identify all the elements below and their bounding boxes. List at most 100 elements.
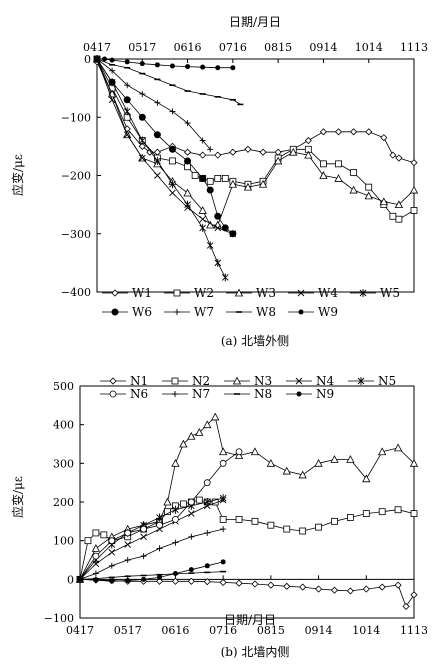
series-n3-point	[234, 451, 244, 459]
series-n1-point	[267, 581, 275, 589]
series-n2-point	[267, 521, 275, 529]
series-n9-point	[188, 567, 194, 573]
legend-a-marker	[174, 309, 180, 315]
series-n1-point	[251, 580, 259, 588]
series-w7-point	[184, 120, 191, 127]
plot-a-ytick-label: −300	[61, 228, 91, 241]
series-n1-point	[235, 579, 243, 587]
series-w6-point	[184, 157, 192, 165]
series-w2-point	[395, 215, 403, 223]
plot-b-legend: N1 N2 N3 N4 N5 N6 N7 N8 N9	[100, 374, 396, 401]
series-n3-point	[187, 431, 196, 440]
series-w7-point	[207, 146, 214, 153]
series-n7-line	[79, 528, 224, 580]
series-w2-point	[365, 183, 373, 191]
series-n1-point	[410, 591, 418, 599]
series-w1-point	[274, 148, 282, 156]
legend-a-label: W1	[132, 286, 152, 300]
plot-a-xtick-label: 1113	[400, 41, 428, 54]
plot-a-ytick-label: 0	[84, 53, 91, 66]
series-w4-point	[123, 131, 131, 139]
series-w4-point	[154, 172, 161, 179]
series-n6-point	[140, 525, 148, 533]
plot-a-xtick-label: 0517	[128, 41, 156, 54]
plot-b-xtick-label: 0417	[66, 624, 94, 637]
legend-a-marker	[111, 289, 119, 297]
series-n4-line	[79, 499, 224, 580]
series-n2-point	[195, 496, 203, 504]
series-w9-point	[169, 63, 175, 69]
series-w6-point	[108, 78, 116, 86]
plot-a-ytick-label: −200	[61, 170, 91, 183]
series-n3-point	[298, 470, 307, 479]
series-n3-line	[79, 416, 415, 580]
series-n2-point	[100, 531, 108, 539]
plot-a-xtick-label: 1014	[355, 41, 383, 54]
series-w2-point	[320, 160, 327, 168]
series-w9-point	[230, 65, 236, 71]
series-w1-point	[138, 142, 146, 150]
plot-b-ylabel: 应变/με	[10, 476, 25, 518]
series-w6-point	[138, 113, 146, 121]
series-w5-point	[199, 223, 206, 232]
series-w1-point	[153, 148, 161, 156]
legend-a-label: W6	[132, 305, 152, 319]
series-w5-point	[123, 107, 131, 116]
plot-a-xtick-label: 0417	[83, 41, 111, 54]
series-w1-point	[389, 151, 397, 159]
series-w2-point	[191, 172, 199, 179]
series-n1-point	[362, 585, 370, 593]
series-w4-point	[214, 224, 222, 232]
legend-b-label: N5	[378, 374, 396, 388]
legend-b-label: N3	[254, 374, 272, 388]
series-w2-point	[184, 163, 191, 171]
series-n7-point	[220, 526, 227, 533]
series-n4-point	[108, 548, 116, 556]
series-n3-point	[171, 458, 180, 467]
series-n5-point	[219, 494, 227, 503]
series-n1-point	[330, 586, 339, 594]
series-w6-point	[168, 145, 176, 153]
series-w2-point	[335, 160, 342, 168]
series-w3-point	[349, 185, 358, 194]
series-n1-point	[378, 583, 386, 591]
series-w3-point	[334, 174, 343, 182]
series-n5-point	[172, 505, 179, 514]
series-w6-point	[214, 212, 222, 220]
series-w7-point	[154, 99, 161, 106]
series-w2-point	[221, 175, 229, 182]
series-n3-point	[314, 458, 323, 467]
legend-b-label: N8	[254, 387, 272, 401]
series-w2-point	[169, 157, 176, 165]
series-w6-point	[153, 131, 161, 139]
series-w9-point	[215, 65, 221, 71]
series-n6-point	[203, 479, 211, 487]
series-n1-point	[219, 578, 227, 586]
legend-b-marker	[109, 377, 117, 385]
series-n1-point	[402, 602, 410, 610]
series-w7-point	[124, 82, 131, 89]
series-w3-point	[243, 182, 253, 191]
series-w4-point	[169, 189, 176, 197]
series-w5-point	[221, 273, 229, 282]
series-n4-point	[140, 533, 147, 541]
series-w5-point	[184, 200, 191, 209]
series-n3-point	[393, 443, 403, 452]
series-n2-point	[92, 529, 100, 537]
series-n7-point	[124, 557, 131, 563]
series-w9-point	[185, 64, 191, 70]
legend-b-marker	[232, 376, 242, 385]
series-n6-point	[187, 498, 195, 506]
legend-a-marker	[173, 289, 181, 297]
plot-b-ytick-label: 0	[67, 573, 74, 586]
legend-a-label: W9	[318, 305, 338, 319]
series-n1-point	[315, 585, 323, 593]
legend-a-label: W7	[194, 305, 214, 319]
series-w9-point	[154, 62, 160, 68]
series-w1-point	[365, 128, 373, 136]
series-n2-point	[362, 510, 370, 518]
series-n9-point	[141, 576, 147, 582]
plot-a-xtick-label: 0616	[174, 41, 202, 54]
series-n6-point	[235, 448, 243, 456]
series-n2-point	[164, 508, 171, 516]
